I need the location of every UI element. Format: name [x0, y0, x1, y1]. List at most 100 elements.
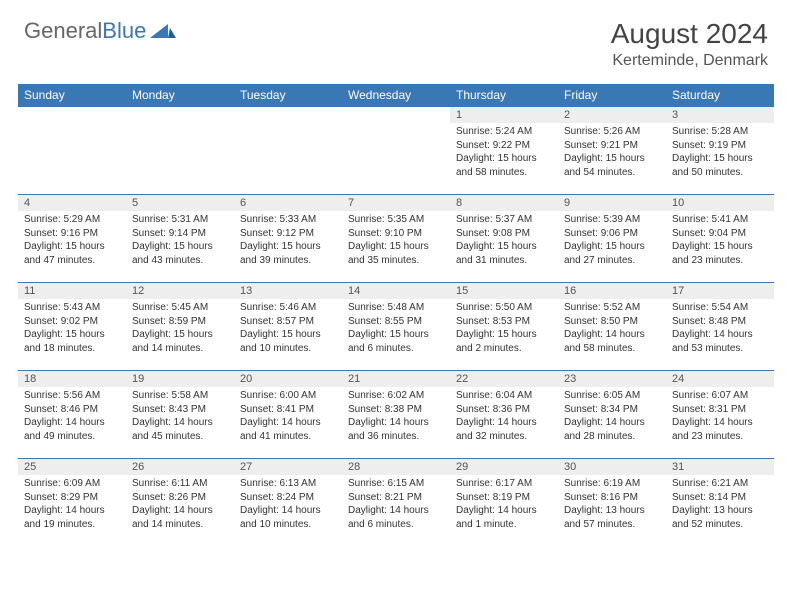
- calendar-day-cell: 24Sunrise: 6:07 AMSunset: 8:31 PMDayligh…: [666, 371, 774, 459]
- weekday-header: Monday: [126, 84, 234, 107]
- calendar-day-cell: 14Sunrise: 5:48 AMSunset: 8:55 PMDayligh…: [342, 283, 450, 371]
- daylight-text: Daylight: 15 hours and 39 minutes.: [240, 240, 336, 267]
- calendar-day-cell: 13Sunrise: 5:46 AMSunset: 8:57 PMDayligh…: [234, 283, 342, 371]
- day-body: Sunrise: 5:41 AMSunset: 9:04 PMDaylight:…: [666, 211, 774, 271]
- sunset-text: Sunset: 9:14 PM: [132, 227, 228, 241]
- daylight-text: Daylight: 15 hours and 6 minutes.: [348, 328, 444, 355]
- calendar-day-cell: 27Sunrise: 6:13 AMSunset: 8:24 PMDayligh…: [234, 459, 342, 547]
- day-number: 16: [558, 283, 666, 299]
- daylight-text: Daylight: 13 hours and 52 minutes.: [672, 504, 768, 531]
- day-body: Sunrise: 5:54 AMSunset: 8:48 PMDaylight:…: [666, 299, 774, 359]
- weekday-header: Sunday: [18, 84, 126, 107]
- daylight-text: Daylight: 15 hours and 50 minutes.: [672, 152, 768, 179]
- sunset-text: Sunset: 9:10 PM: [348, 227, 444, 241]
- day-body: Sunrise: 5:58 AMSunset: 8:43 PMDaylight:…: [126, 387, 234, 447]
- daylight-text: Daylight: 14 hours and 49 minutes.: [24, 416, 120, 443]
- day-body: Sunrise: 6:04 AMSunset: 8:36 PMDaylight:…: [450, 387, 558, 447]
- sunset-text: Sunset: 9:22 PM: [456, 139, 552, 153]
- daylight-text: Daylight: 14 hours and 53 minutes.: [672, 328, 768, 355]
- sunrise-text: Sunrise: 5:54 AM: [672, 301, 768, 315]
- sunset-text: Sunset: 8:48 PM: [672, 315, 768, 329]
- sunrise-text: Sunrise: 5:33 AM: [240, 213, 336, 227]
- day-body: Sunrise: 5:43 AMSunset: 9:02 PMDaylight:…: [18, 299, 126, 359]
- calendar-week-row: 1Sunrise: 5:24 AMSunset: 9:22 PMDaylight…: [18, 107, 774, 195]
- daylight-text: Daylight: 15 hours and 14 minutes.: [132, 328, 228, 355]
- calendar-day-cell: 1Sunrise: 5:24 AMSunset: 9:22 PMDaylight…: [450, 107, 558, 195]
- sunrise-text: Sunrise: 5:46 AM: [240, 301, 336, 315]
- day-body: Sunrise: 6:02 AMSunset: 8:38 PMDaylight:…: [342, 387, 450, 447]
- sunset-text: Sunset: 8:16 PM: [564, 491, 660, 505]
- day-body: Sunrise: 5:31 AMSunset: 9:14 PMDaylight:…: [126, 211, 234, 271]
- day-number: 2: [558, 107, 666, 123]
- sunset-text: Sunset: 8:36 PM: [456, 403, 552, 417]
- calendar-day-cell: 26Sunrise: 6:11 AMSunset: 8:26 PMDayligh…: [126, 459, 234, 547]
- day-body: [234, 123, 342, 129]
- day-number: 21: [342, 371, 450, 387]
- header: GeneralBlue August 2024 Kerteminde, Denm…: [0, 0, 792, 78]
- weekday-header: Tuesday: [234, 84, 342, 107]
- sunrise-text: Sunrise: 5:39 AM: [564, 213, 660, 227]
- sunset-text: Sunset: 8:29 PM: [24, 491, 120, 505]
- daylight-text: Daylight: 15 hours and 2 minutes.: [456, 328, 552, 355]
- day-number: 17: [666, 283, 774, 299]
- calendar-day-cell: 18Sunrise: 5:56 AMSunset: 8:46 PMDayligh…: [18, 371, 126, 459]
- sunrise-text: Sunrise: 6:19 AM: [564, 477, 660, 491]
- calendar-day-cell: 11Sunrise: 5:43 AMSunset: 9:02 PMDayligh…: [18, 283, 126, 371]
- day-number: 12: [126, 283, 234, 299]
- daylight-text: Daylight: 14 hours and 14 minutes.: [132, 504, 228, 531]
- day-number: 19: [126, 371, 234, 387]
- sunrise-text: Sunrise: 6:17 AM: [456, 477, 552, 491]
- daylight-text: Daylight: 15 hours and 58 minutes.: [456, 152, 552, 179]
- day-number: 15: [450, 283, 558, 299]
- day-number: 27: [234, 459, 342, 475]
- daylight-text: Daylight: 14 hours and 19 minutes.: [24, 504, 120, 531]
- day-body: Sunrise: 6:07 AMSunset: 8:31 PMDaylight:…: [666, 387, 774, 447]
- sunset-text: Sunset: 9:21 PM: [564, 139, 660, 153]
- day-number: 26: [126, 459, 234, 475]
- sunset-text: Sunset: 9:16 PM: [24, 227, 120, 241]
- sunset-text: Sunset: 8:43 PM: [132, 403, 228, 417]
- calendar-day-cell: 25Sunrise: 6:09 AMSunset: 8:29 PMDayligh…: [18, 459, 126, 547]
- calendar-day-cell: 7Sunrise: 5:35 AMSunset: 9:10 PMDaylight…: [342, 195, 450, 283]
- day-number: [18, 107, 126, 123]
- calendar-day-cell: 4Sunrise: 5:29 AMSunset: 9:16 PMDaylight…: [18, 195, 126, 283]
- sunrise-text: Sunrise: 6:13 AM: [240, 477, 336, 491]
- daylight-text: Daylight: 13 hours and 57 minutes.: [564, 504, 660, 531]
- day-number: 3: [666, 107, 774, 123]
- sunset-text: Sunset: 9:12 PM: [240, 227, 336, 241]
- daylight-text: Daylight: 15 hours and 54 minutes.: [564, 152, 660, 179]
- weekday-header: Friday: [558, 84, 666, 107]
- calendar-day-cell: 29Sunrise: 6:17 AMSunset: 8:19 PMDayligh…: [450, 459, 558, 547]
- daylight-text: Daylight: 14 hours and 58 minutes.: [564, 328, 660, 355]
- day-body: Sunrise: 5:24 AMSunset: 9:22 PMDaylight:…: [450, 123, 558, 183]
- day-body: Sunrise: 5:48 AMSunset: 8:55 PMDaylight:…: [342, 299, 450, 359]
- day-body: [126, 123, 234, 129]
- day-number: 22: [450, 371, 558, 387]
- sunset-text: Sunset: 8:24 PM: [240, 491, 336, 505]
- sunrise-text: Sunrise: 6:15 AM: [348, 477, 444, 491]
- calendar-day-cell: 30Sunrise: 6:19 AMSunset: 8:16 PMDayligh…: [558, 459, 666, 547]
- sunset-text: Sunset: 9:02 PM: [24, 315, 120, 329]
- day-number: 11: [18, 283, 126, 299]
- sunrise-text: Sunrise: 5:52 AM: [564, 301, 660, 315]
- day-body: Sunrise: 5:45 AMSunset: 8:59 PMDaylight:…: [126, 299, 234, 359]
- day-body: Sunrise: 6:09 AMSunset: 8:29 PMDaylight:…: [18, 475, 126, 535]
- sunrise-text: Sunrise: 5:24 AM: [456, 125, 552, 139]
- sunset-text: Sunset: 9:19 PM: [672, 139, 768, 153]
- calendar-week-row: 18Sunrise: 5:56 AMSunset: 8:46 PMDayligh…: [18, 371, 774, 459]
- day-number: 29: [450, 459, 558, 475]
- calendar-day-cell: [234, 107, 342, 195]
- day-body: [342, 123, 450, 129]
- day-body: Sunrise: 6:17 AMSunset: 8:19 PMDaylight:…: [450, 475, 558, 535]
- sunset-text: Sunset: 8:53 PM: [456, 315, 552, 329]
- sunset-text: Sunset: 8:55 PM: [348, 315, 444, 329]
- calendar-day-cell: 31Sunrise: 6:21 AMSunset: 8:14 PMDayligh…: [666, 459, 774, 547]
- sunset-text: Sunset: 8:14 PM: [672, 491, 768, 505]
- day-number: 10: [666, 195, 774, 211]
- daylight-text: Daylight: 15 hours and 27 minutes.: [564, 240, 660, 267]
- day-body: Sunrise: 5:37 AMSunset: 9:08 PMDaylight:…: [450, 211, 558, 271]
- day-body: Sunrise: 6:00 AMSunset: 8:41 PMDaylight:…: [234, 387, 342, 447]
- day-body: Sunrise: 5:46 AMSunset: 8:57 PMDaylight:…: [234, 299, 342, 359]
- calendar-day-cell: 22Sunrise: 6:04 AMSunset: 8:36 PMDayligh…: [450, 371, 558, 459]
- day-number: 9: [558, 195, 666, 211]
